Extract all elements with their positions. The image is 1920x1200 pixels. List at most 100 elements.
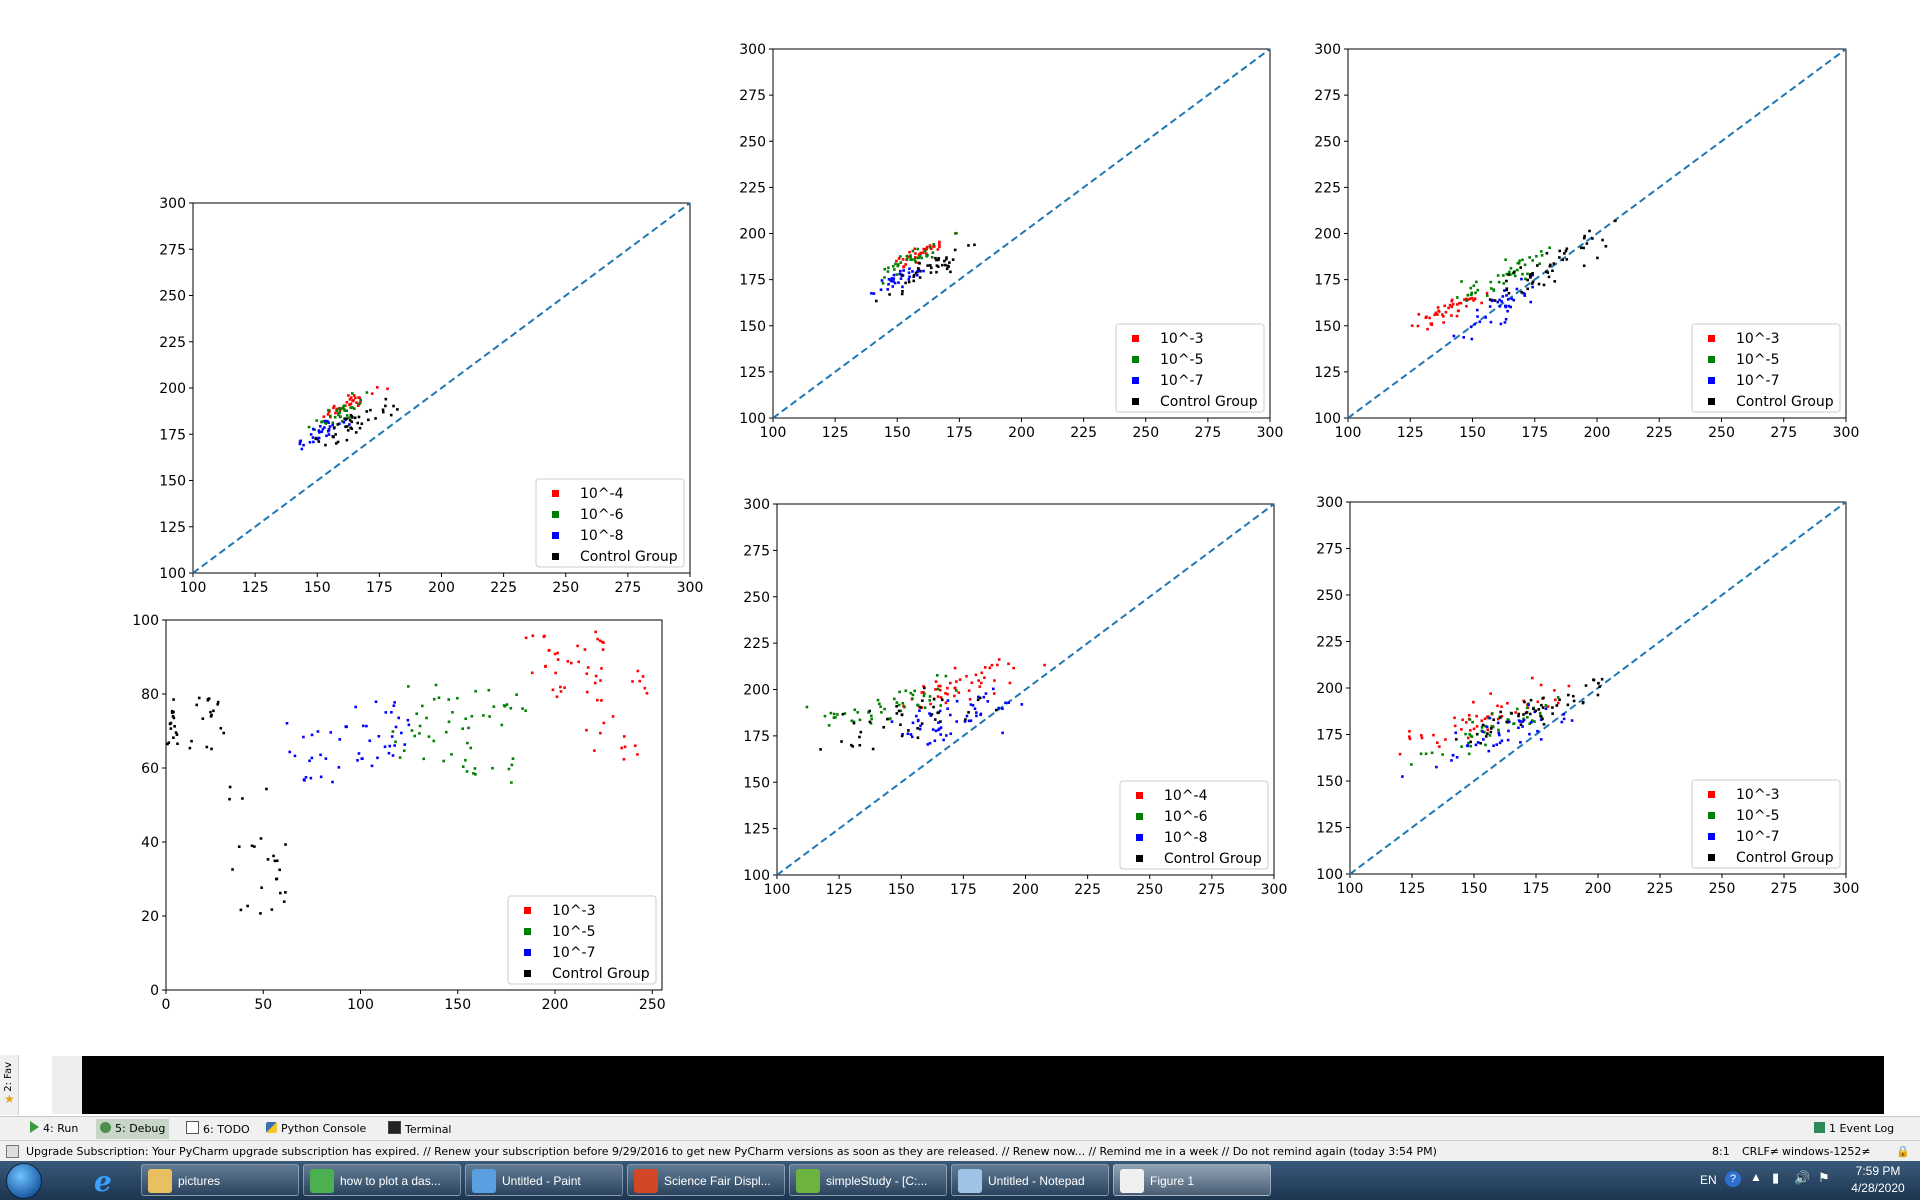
x-tick-label: 250	[1709, 881, 1736, 897]
legend-label: 10^-7	[1736, 829, 1780, 845]
legend: 10^-3 10^-5 10^-7 Control Group	[1115, 323, 1265, 413]
data-point	[1518, 259, 1521, 263]
data-point	[1572, 699, 1576, 703]
caret-position[interactable]: 8:1	[1712, 1145, 1730, 1158]
series-2	[870, 267, 925, 295]
legend-box	[535, 478, 685, 568]
diagonal-reference-line	[776, 503, 1275, 876]
series-0	[1410, 291, 1489, 331]
data-point	[890, 720, 894, 723]
data-point	[1473, 297, 1477, 301]
x-tick-label: 300	[1833, 425, 1860, 441]
data-point	[1460, 728, 1463, 731]
data-point	[358, 402, 361, 405]
data-point	[1551, 712, 1554, 715]
console-panel[interactable]	[82, 1056, 1884, 1114]
data-point	[174, 731, 178, 734]
data-point	[946, 264, 950, 268]
legend-marker	[524, 949, 531, 956]
data-point	[1484, 724, 1487, 728]
volume-icon[interactable]: 🔊	[1794, 1170, 1811, 1185]
data-point	[340, 419, 344, 423]
clock-time[interactable]: 7:59 PM	[1855, 1164, 1901, 1178]
x-tick-label: 250	[639, 997, 666, 1013]
data-point	[902, 705, 906, 709]
lock-icon[interactable]: 🔒	[1896, 1145, 1910, 1158]
internet-explorer-icon[interactable]: e	[82, 1164, 132, 1198]
favorites-sidebar[interactable]	[0, 1055, 19, 1115]
line-separator[interactable]: CRLF≠	[1742, 1145, 1779, 1158]
tab-debug[interactable]: 5: Debug	[96, 1119, 170, 1139]
data-point	[1467, 752, 1471, 756]
start-button[interactable]	[6, 1163, 42, 1199]
status-message[interactable]: Upgrade Subscription: Your PyCharm upgra…	[26, 1145, 1437, 1158]
data-point	[466, 741, 469, 745]
tab-todo[interactable]: 6: TODO	[186, 1121, 250, 1137]
favorites-label[interactable]: 2: Fav	[3, 1062, 14, 1092]
x-tick-label: 200	[1012, 882, 1039, 898]
data-point	[946, 692, 949, 696]
data-point	[641, 675, 645, 678]
legend-label: 10^-7	[1736, 373, 1780, 389]
data-point	[1012, 666, 1015, 670]
data-point	[357, 752, 361, 755]
data-point	[909, 255, 912, 259]
data-point	[1467, 741, 1470, 745]
data-point	[585, 672, 589, 676]
data-point	[913, 258, 917, 261]
data-point	[913, 256, 917, 259]
data-point	[190, 739, 193, 743]
tab-python-console[interactable]: Python Console	[266, 1121, 366, 1137]
legend-label: Control Group	[1736, 850, 1834, 866]
data-point	[631, 680, 634, 683]
tab-run[interactable]: 4: Run	[30, 1121, 78, 1137]
data-point	[365, 391, 369, 394]
taskbar-button[interactable]: Figure 1	[1113, 1164, 1271, 1196]
data-point	[1530, 721, 1533, 724]
taskbar-button[interactable]: Untitled - Notepad	[951, 1164, 1109, 1196]
data-point	[1470, 291, 1474, 295]
taskbar-button[interactable]: Untitled - Paint	[465, 1164, 623, 1196]
data-point	[469, 746, 473, 750]
data-point	[916, 273, 919, 277]
data-point	[897, 257, 901, 260]
data-point	[1504, 317, 1508, 321]
data-point	[302, 778, 306, 781]
data-point	[1468, 732, 1471, 736]
taskbar-button[interactable]: pictures	[141, 1164, 299, 1196]
data-point	[922, 251, 925, 254]
data-point	[1528, 722, 1532, 725]
clock-date[interactable]: 4/28/2020	[1851, 1181, 1905, 1195]
help-icon[interactable]: ?	[1725, 1171, 1741, 1187]
legend-marker	[552, 532, 559, 539]
data-point	[374, 700, 378, 704]
file-encoding[interactable]: windows-1252≠	[1782, 1145, 1871, 1158]
y-tick-label: 300	[1316, 495, 1343, 511]
tab-terminal[interactable]: Terminal	[388, 1121, 452, 1137]
status-square-icon[interactable]	[6, 1145, 19, 1158]
language-indicator[interactable]: EN	[1700, 1173, 1717, 1187]
data-point	[335, 407, 338, 411]
data-point	[327, 433, 331, 436]
event-log-button[interactable]: 1 Event Log	[1814, 1121, 1894, 1137]
legend-label: 10^-5	[1736, 352, 1780, 368]
data-point	[1551, 706, 1554, 709]
data-point	[331, 421, 335, 425]
taskbar-button[interactable]: Science Fair Displ...	[627, 1164, 785, 1196]
flag-icon[interactable]: ⚑	[1818, 1170, 1830, 1185]
data-point	[335, 409, 338, 413]
data-point	[272, 854, 275, 858]
taskbar-button[interactable]: simpleStudy - [C:...	[789, 1164, 947, 1196]
data-point	[349, 406, 352, 409]
data-point	[901, 285, 904, 289]
data-point	[978, 685, 982, 688]
network-icon[interactable]: ▮	[1772, 1170, 1780, 1185]
data-point	[923, 249, 927, 253]
data-point	[1571, 694, 1575, 698]
data-point	[1453, 724, 1457, 728]
data-point	[360, 422, 364, 426]
data-point	[1484, 316, 1487, 319]
taskbar-button[interactable]: how to plot a das...	[303, 1164, 461, 1196]
show-hidden-icons-icon[interactable]: ▲	[1750, 1170, 1762, 1184]
legend-label: 10^-6	[580, 507, 624, 523]
